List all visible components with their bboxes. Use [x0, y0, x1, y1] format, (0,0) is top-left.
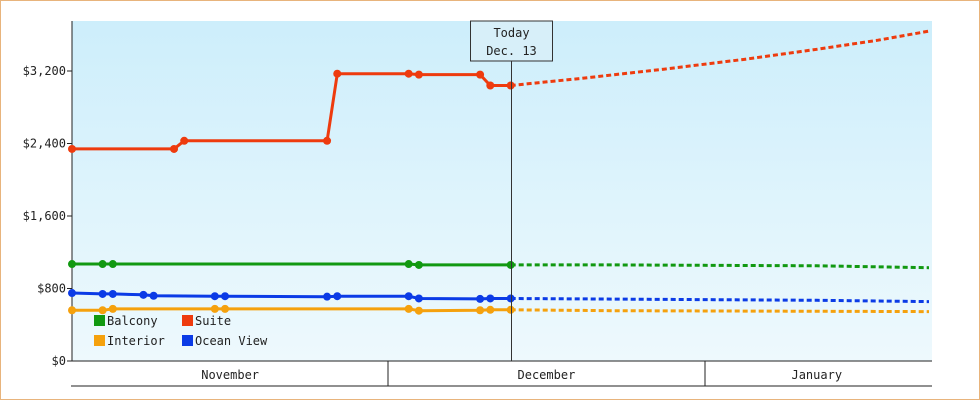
x-axis: November December January	[71, 360, 932, 387]
interior-point	[414, 306, 423, 315]
suite-point	[404, 69, 413, 78]
balcony-point	[98, 260, 107, 269]
legend-swatch	[182, 335, 193, 346]
interior-point	[404, 304, 413, 313]
suite-point	[506, 81, 515, 90]
plot-background	[72, 21, 932, 361]
ocean-view-point	[486, 294, 495, 303]
interior-point	[476, 306, 485, 315]
ocean-view-point	[108, 289, 117, 298]
today-marker: Today Dec. 13	[470, 20, 553, 361]
ocean-view-point	[149, 291, 158, 300]
y-tick-label: $1,600	[23, 209, 66, 223]
today-date: Dec. 13	[486, 44, 537, 58]
legend-swatch	[182, 315, 193, 326]
series-layer	[68, 29, 930, 315]
suite-point	[180, 136, 189, 145]
balcony-point	[404, 260, 413, 269]
legend-swatch	[94, 315, 105, 326]
interior-forecast-line	[510, 308, 930, 314]
y-tick-label: $3,200	[23, 64, 66, 78]
interior-point	[210, 304, 219, 313]
suite-point	[414, 70, 423, 79]
balcony-history-line	[72, 262, 511, 267]
month-label: November	[201, 368, 259, 382]
ocean-view-point	[68, 289, 76, 298]
legend-label: Suite	[195, 314, 231, 328]
balcony-forecast-line	[510, 263, 930, 270]
interior-point	[108, 304, 117, 313]
today-label: Today	[493, 26, 529, 40]
y-axis: $0 $800 $1,600 $2,400 $3,200	[23, 21, 73, 368]
ocean-view-point	[139, 290, 148, 299]
month-label: December	[518, 368, 576, 382]
ocean-view-history-line	[71, 291, 511, 301]
balcony-point	[414, 260, 423, 269]
suite-point	[170, 144, 179, 153]
legend-label: Interior	[107, 334, 165, 348]
legend-label: Ocean View	[195, 334, 268, 348]
suite-point	[486, 81, 495, 90]
ocean-view-point	[506, 294, 515, 303]
ocean-view-point	[414, 294, 423, 303]
balcony-point	[68, 260, 76, 269]
interior-point	[221, 304, 230, 313]
interior-point	[486, 305, 495, 314]
suite-point	[476, 70, 485, 79]
month-label: January	[791, 368, 842, 382]
interior-history-line	[72, 307, 511, 313]
interior-point	[506, 305, 515, 314]
legend: Balcony Suite Interior Ocean View	[94, 314, 268, 348]
ocean-view-point	[333, 292, 342, 301]
ocean-view-forecast-line	[510, 297, 930, 304]
ocean-view-point	[221, 292, 230, 301]
interior-point	[98, 306, 107, 315]
ocean-view-point	[323, 292, 332, 301]
balcony-point	[506, 260, 515, 269]
interior-point	[68, 306, 76, 315]
ocean-view-point	[98, 289, 107, 298]
ocean-view-point	[404, 292, 413, 301]
suite-point	[323, 136, 332, 145]
suite-point	[68, 144, 76, 153]
suite-history-line	[72, 72, 511, 151]
balcony-point	[108, 260, 117, 269]
ocean-view-point	[476, 294, 485, 303]
suite-point	[333, 69, 342, 78]
y-tick-label: $0	[52, 354, 66, 368]
ocean-view-point	[210, 292, 219, 301]
suite-forecast-line	[510, 29, 930, 87]
y-tick-label: $800	[37, 282, 66, 296]
today-box	[470, 20, 553, 62]
legend-swatch	[94, 335, 105, 346]
y-tick-label: $2,400	[23, 137, 66, 151]
legend-label: Balcony	[107, 314, 158, 328]
